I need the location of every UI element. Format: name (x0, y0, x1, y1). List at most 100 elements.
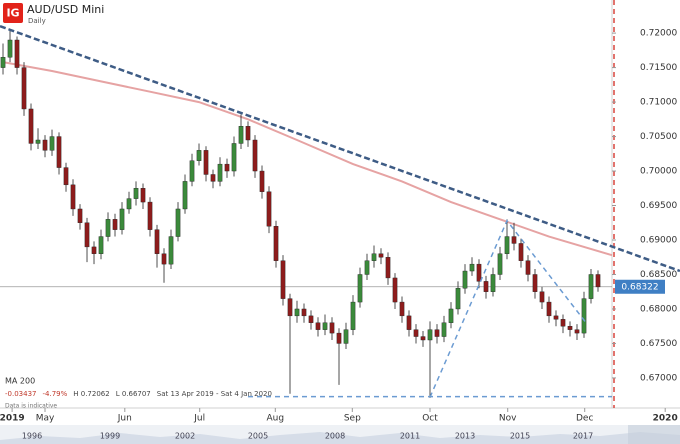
x-tick-label: May (36, 414, 55, 424)
candle-body (427, 329, 433, 341)
y-tick-label: 0.71000 (640, 98, 677, 108)
y-tick-label: 0.68000 (640, 304, 677, 314)
navigator-label: 2017 (573, 432, 593, 441)
candle-body (315, 322, 321, 330)
candle-body (154, 229, 160, 254)
candle-body (294, 308, 300, 317)
candle-body (98, 236, 104, 254)
y-tick-label: 0.69000 (640, 236, 677, 246)
navigator-window[interactable] (628, 425, 680, 444)
candle-body (182, 181, 188, 210)
candle-body (560, 319, 566, 327)
candle-body (175, 208, 181, 237)
candle-body (189, 160, 195, 182)
navigator-label: 2015 (510, 432, 530, 441)
candle-body (336, 332, 342, 344)
candle-body (105, 219, 111, 237)
y-tick-label: 0.72000 (640, 29, 677, 39)
x-tick-label: 2019 (0, 414, 25, 424)
plot-area (0, 25, 680, 398)
candle-body (322, 322, 328, 330)
stat: H 0.72062 (73, 390, 109, 398)
candle-body (420, 336, 426, 341)
candle-body (112, 219, 118, 230)
y-tick-label: 0.70000 (640, 167, 677, 177)
candle-body (280, 260, 286, 299)
last-price-label: 0.68322 (621, 282, 658, 292)
candle-body (119, 208, 125, 230)
candle-body (518, 243, 524, 261)
navigator-area (0, 432, 680, 444)
candle-body (385, 257, 391, 279)
candle-body (357, 274, 363, 303)
navigator-label: 1999 (100, 432, 120, 441)
candle-body (350, 301, 356, 330)
navigator-label: 2013 (455, 432, 475, 441)
candle-body (588, 274, 594, 299)
x-tick-label: Sep (344, 414, 361, 424)
candle-body (504, 236, 510, 254)
candle-body (553, 315, 559, 320)
x-tick-label: Aug (267, 414, 285, 424)
candle-body (455, 288, 461, 310)
logo-box (3, 3, 23, 23)
trendline (0, 25, 680, 273)
candle-body (196, 150, 202, 161)
candle-body (56, 136, 62, 168)
candle-body (161, 253, 167, 265)
navigator-label: 2008 (325, 432, 345, 441)
moving-average (2, 61, 613, 257)
navigator-label: 2011 (400, 432, 420, 441)
x-tick-label: Jun (117, 414, 132, 424)
candle-body (469, 263, 475, 272)
y-tick-label: 0.67000 (640, 373, 677, 383)
candle-body (546, 301, 552, 317)
candle-body (497, 253, 503, 275)
candle-body (0, 57, 6, 68)
candle-body (147, 201, 153, 230)
y-tick-label: 0.68500 (640, 270, 677, 280)
candle-body (210, 174, 216, 182)
candle-body (70, 184, 76, 210)
x-tick-label: Dec (576, 414, 593, 424)
candle-body (217, 163, 223, 182)
navigator-label: 1996 (22, 432, 42, 441)
candle-body (14, 39, 20, 68)
candle-body (63, 167, 69, 186)
candle-body (301, 308, 307, 317)
candle-body (252, 139, 258, 172)
candle-body (532, 274, 538, 292)
candle-body (448, 308, 454, 323)
y-tick-label: 0.67500 (640, 339, 677, 349)
candle-body (133, 188, 139, 199)
candle-body (441, 322, 447, 337)
candle-body (378, 253, 384, 258)
chart-subtitle: Daily (28, 17, 46, 25)
candle-body (168, 236, 174, 265)
candle-body (224, 163, 230, 172)
chart-title: AUD/USD Mini (27, 3, 104, 16)
candle-body (28, 108, 34, 144)
candle-body (84, 222, 90, 248)
x-tick-label: Oct (422, 414, 438, 424)
y-tick-label: 0.71500 (640, 63, 677, 73)
candle-body (567, 326, 573, 330)
navigator-label: 2005 (248, 432, 268, 441)
candle-body (42, 139, 48, 151)
candle-body (476, 263, 482, 282)
note: Data is indicative (5, 403, 57, 410)
candle-body (231, 143, 237, 172)
stat: L 0.66707 (116, 390, 151, 398)
candle-body (413, 329, 419, 337)
candle-body (434, 329, 440, 337)
candle-body (329, 322, 335, 334)
candle-body (595, 274, 601, 288)
indicator-label: MA 200 (5, 377, 35, 386)
candle-body (7, 39, 13, 58)
candle-body (574, 329, 580, 334)
candle-body (266, 191, 272, 227)
candle-body (259, 170, 265, 192)
x-tick-label: Jul (193, 414, 205, 424)
